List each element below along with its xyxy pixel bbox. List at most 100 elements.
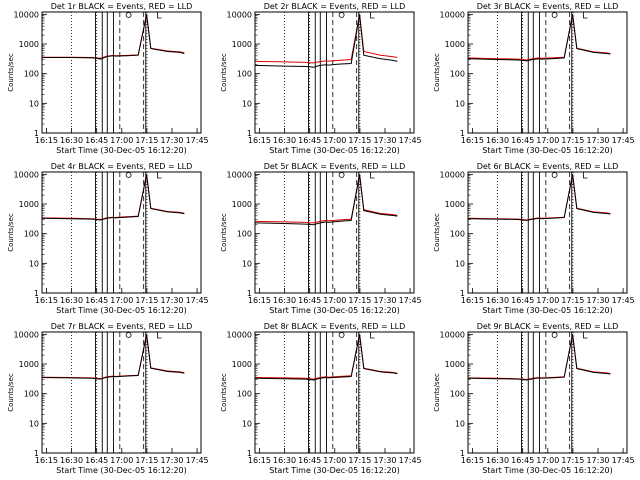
x-tick-label: 17:00	[323, 136, 346, 145]
x-tick-label: 17:30	[373, 136, 396, 145]
x-tick-label: 17:00	[536, 296, 559, 305]
x-tick-label: 17:00	[536, 456, 559, 465]
x-tick-label: 16:15	[35, 456, 58, 465]
x-axis-label: Start Time (30-Dec-05 16:12:20)	[269, 146, 400, 155]
y-tick-label: 1000	[19, 360, 39, 369]
detector-panel: Det 6r BLACK = Events, RED = LLD 1 10 100 10…	[426, 160, 639, 320]
y-tick-label: 10	[455, 259, 465, 268]
plot-frame	[467, 331, 628, 454]
x-tick-label: 17:45	[612, 136, 635, 145]
detector-panel: Det 3r BLACK = Events, RED = LLD 1 10 100 10…	[426, 0, 639, 160]
plot-frame	[467, 11, 628, 134]
plot-frame	[254, 11, 415, 134]
x-tick-label: 17:30	[160, 136, 183, 145]
x-tick-label: 17:30	[373, 456, 396, 465]
x-tick-label: 17:15	[348, 136, 371, 145]
y-tick-label: 10000	[227, 170, 252, 179]
y-tick-label: 1000	[445, 360, 465, 369]
lightcurve-chart: Det 6r BLACK = Events, RED = LLD 1 10 100 10…	[433, 162, 635, 315]
y-tick-label: 10000	[440, 330, 465, 339]
marker-corner	[157, 172, 162, 179]
x-tick-label: 17:00	[536, 136, 559, 145]
y-tick-label: 1000	[232, 360, 252, 369]
detector-panel: Det 5r BLACK = Events, RED = LLD 1 10 100 10…	[213, 160, 426, 320]
x-axis-label: Start Time (30-Dec-05 16:12:20)	[56, 306, 187, 315]
y-axis-label: Counts/sec	[220, 373, 228, 412]
events-line	[254, 14, 398, 68]
x-tick-label: 17:30	[160, 296, 183, 305]
y-tick-label: 10	[242, 99, 252, 108]
marker-corner	[157, 332, 162, 339]
y-tick-label: 100	[450, 230, 465, 239]
marker-corner	[370, 172, 375, 179]
y-tick-label: 10000	[440, 10, 465, 19]
x-tick-label: 16:30	[60, 296, 83, 305]
x-tick-label: 17:15	[561, 456, 584, 465]
detector-panel: Det 1r BLACK = Events, RED = LLD 1 10 100 10…	[0, 0, 213, 160]
lld-line	[254, 14, 398, 64]
x-tick-label: 17:00	[110, 136, 133, 145]
events-line	[42, 14, 185, 60]
chart-title: Det 7r BLACK = Events, RED = LLD	[51, 322, 193, 331]
y-tick-label: 1000	[19, 200, 39, 209]
x-tick-label: 17:15	[561, 136, 584, 145]
lightcurve-chart: Det 5r BLACK = Events, RED = LLD 1 10 100 10…	[220, 162, 422, 315]
x-tick-label: 16:45	[85, 136, 108, 145]
lightcurve-chart: Det 4r BLACK = Events, RED = LLD 1 10 100 10…	[7, 162, 209, 315]
x-tick-label: 17:15	[135, 456, 158, 465]
x-tick-label: 17:00	[110, 296, 133, 305]
lightcurve-chart: Det 7r BLACK = Events, RED = LLD 1 10 100 10…	[7, 322, 209, 475]
x-tick-label: 16:45	[511, 136, 534, 145]
x-axis-label: Start Time (30-Dec-05 16:12:20)	[56, 146, 187, 155]
detector-panel: Det 4r BLACK = Events, RED = LLD 1 10 100 10…	[0, 160, 213, 320]
lightcurve-chart: Det 8r BLACK = Events, RED = LLD 1 10 100 10…	[220, 322, 422, 475]
x-tick-label: 17:45	[186, 296, 209, 305]
chart-title: Det 6r BLACK = Events, RED = LLD	[477, 162, 619, 171]
y-axis-label: Counts/sec	[7, 373, 15, 412]
y-tick-label: 10000	[440, 170, 465, 179]
x-tick-label: 16:15	[248, 136, 271, 145]
y-tick-label: 100	[24, 230, 39, 239]
marker-corner	[583, 172, 588, 179]
marker-circle	[551, 12, 558, 18]
x-axis-label: Start Time (30-Dec-05 16:12:20)	[482, 306, 613, 315]
y-axis-label: Counts/sec	[7, 53, 15, 92]
y-tick-label: 1000	[19, 40, 39, 49]
x-tick-label: 17:00	[110, 456, 133, 465]
y-tick-label: 10000	[14, 10, 39, 19]
marker-circle	[551, 332, 558, 338]
x-tick-label: 16:30	[486, 296, 509, 305]
lightcurve-chart: Det 9r BLACK = Events, RED = LLD 1 10 100 10…	[433, 322, 635, 475]
x-tick-label: 17:45	[399, 296, 422, 305]
y-tick-label: 1	[247, 289, 252, 298]
marker-circle	[338, 12, 345, 18]
x-tick-label: 16:45	[298, 136, 321, 145]
plot-frame	[41, 331, 202, 454]
y-tick-label: 10	[242, 419, 252, 428]
events-line	[254, 174, 398, 226]
y-tick-label: 10	[29, 419, 39, 428]
x-tick-label: 17:45	[186, 456, 209, 465]
x-tick-label: 17:30	[586, 136, 609, 145]
marker-corner	[583, 332, 588, 339]
y-tick-label: 100	[237, 230, 252, 239]
chart-title: Det 3r BLACK = Events, RED = LLD	[477, 2, 619, 11]
x-tick-label: 17:15	[561, 296, 584, 305]
lightcurve-chart: Det 1r BLACK = Events, RED = LLD 1 10 100 10…	[7, 2, 209, 155]
y-tick-label: 10	[455, 99, 465, 108]
x-tick-label: 16:45	[85, 456, 108, 465]
chart-title: Det 2r BLACK = Events, RED = LLD	[264, 2, 406, 11]
y-tick-label: 1000	[445, 200, 465, 209]
x-tick-label: 16:45	[85, 296, 108, 305]
x-axis-label: Start Time (30-Dec-05 16:12:20)	[482, 466, 613, 475]
y-tick-label: 1000	[445, 40, 465, 49]
y-tick-label: 1	[247, 129, 252, 138]
x-tick-label: 16:45	[511, 456, 534, 465]
x-tick-label: 16:30	[273, 296, 296, 305]
y-tick-label: 1	[460, 289, 465, 298]
detector-panel: Det 9r BLACK = Events, RED = LLD 1 10 100 10…	[426, 320, 639, 480]
x-tick-label: 17:15	[348, 296, 371, 305]
x-tick-label: 16:30	[486, 456, 509, 465]
marker-corner	[157, 12, 162, 19]
y-tick-label: 1	[34, 449, 39, 458]
